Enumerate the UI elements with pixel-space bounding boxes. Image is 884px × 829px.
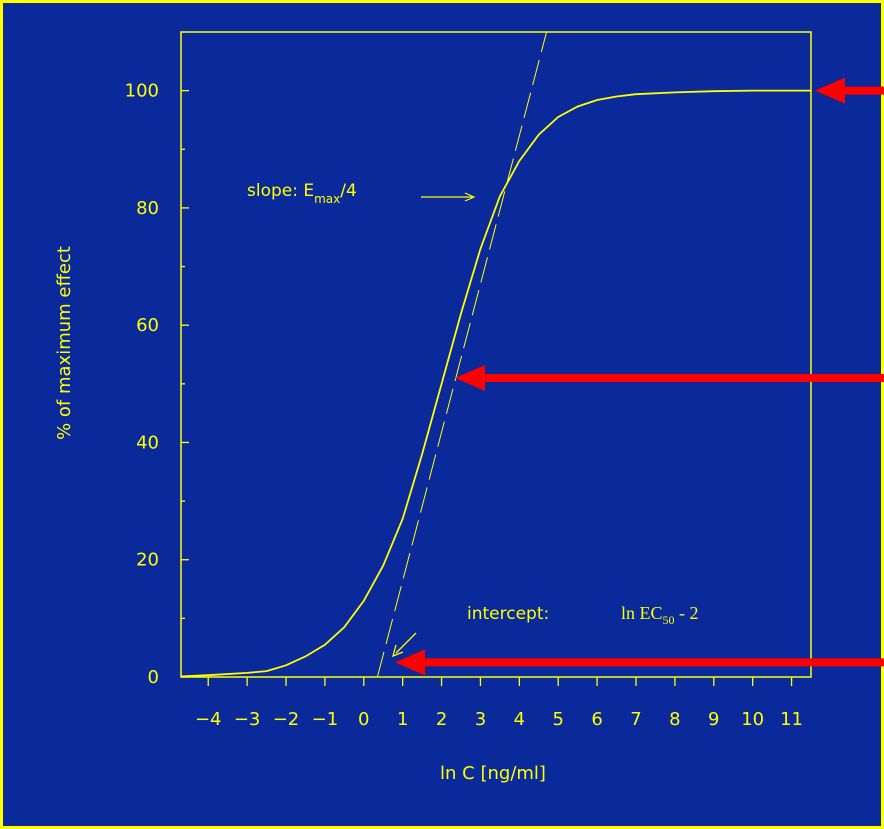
x-tick-label: 9 xyxy=(708,709,719,730)
x-tick-label: 4 xyxy=(514,709,525,730)
intercept-annotation-label: intercept: xyxy=(467,604,549,624)
x-tick-label: 1 xyxy=(397,709,408,730)
x-tick-label: −2 xyxy=(273,709,300,730)
slope-annotation: slope: Emax/4 xyxy=(247,181,476,206)
arrow-maximum xyxy=(815,77,884,104)
slope-tangent-line xyxy=(376,31,548,678)
y-axis: 0 20 40 60 80 100 xyxy=(125,81,189,688)
arrow-midpoint xyxy=(455,364,884,391)
x-tick-label: −1 xyxy=(312,709,339,730)
svg-text:ln EC50 - 2: ln EC50 - 2 xyxy=(621,603,699,627)
x-axis-label: ln C [ng/ml] xyxy=(440,763,546,784)
intercept-formula-subscript: 50 xyxy=(663,613,675,627)
y-tick-label: 40 xyxy=(136,432,159,453)
y-tick-label: 100 xyxy=(125,81,159,102)
y-tick-label: 80 xyxy=(136,198,159,219)
slope-annotation-prefix: slope: E xyxy=(247,181,314,201)
intercept-pointer-line xyxy=(395,632,417,654)
x-axis: −4 −3 −2 −1 0 1 2 3 4 5 6 7 8 9 10 11 xyxy=(195,677,803,730)
x-tick-label: 2 xyxy=(436,709,447,730)
slope-annotation-suffix: /4 xyxy=(340,181,357,201)
x-tick-label: 3 xyxy=(475,709,486,730)
y-tick-label: 20 xyxy=(136,550,159,571)
x-tick-label: 7 xyxy=(630,709,641,730)
y-axis-label: % of maximum effect xyxy=(54,246,75,440)
x-tick-label: 6 xyxy=(591,709,602,730)
x-tick-label: 11 xyxy=(780,709,803,730)
dose-response-curve xyxy=(180,89,811,678)
x-tick-label: 10 xyxy=(741,709,764,730)
intercept-pointer-head xyxy=(392,644,404,658)
x-tick-label: −3 xyxy=(234,709,261,730)
x-tick-label: 5 xyxy=(552,709,563,730)
intercept-annotation: intercept: ln EC50 - 2 xyxy=(392,603,699,658)
x-tick-label: 8 xyxy=(669,709,680,730)
arrow-intercept xyxy=(395,649,884,676)
plot-area xyxy=(180,31,812,678)
x-tick-label: 0 xyxy=(358,709,369,730)
x-tick-label: −4 xyxy=(195,709,222,730)
y-tick-label: 0 xyxy=(148,667,159,688)
slide-background xyxy=(3,3,881,826)
slope-pointer-head xyxy=(464,192,476,202)
intercept-formula-suffix: - 2 xyxy=(675,603,699,623)
y-tick-label: 60 xyxy=(136,315,159,336)
slope-annotation-subscript: max xyxy=(314,192,340,206)
svg-text:slope: Emax/4: slope: Emax/4 xyxy=(247,181,357,206)
intercept-formula: ln EC xyxy=(621,603,663,623)
